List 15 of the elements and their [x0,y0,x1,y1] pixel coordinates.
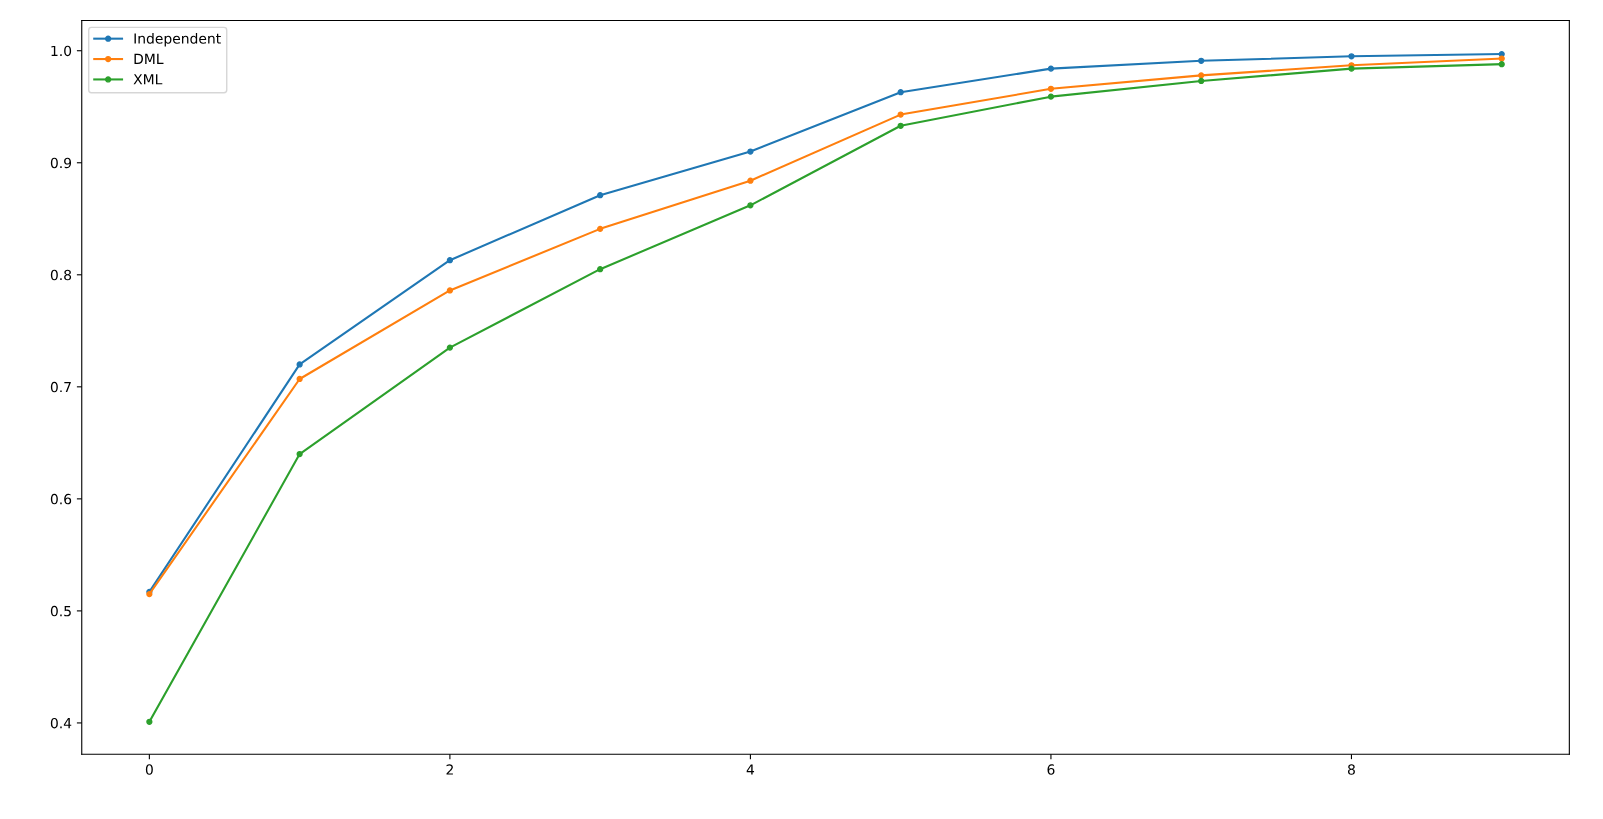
y-tick-label: 0.7 [50,381,71,393]
y-tick-label: 0.9 [50,157,72,169]
x-tick-label: 6 [1047,764,1055,775]
legend-label: XML [133,74,163,85]
y-tick-label: 0.5 [50,605,71,617]
y-tick-label: 0.4 [50,717,72,729]
legend-label: DML [134,53,164,64]
y-tick-label: 0.8 [50,269,72,281]
y-tick-label: 0.6 [50,493,72,505]
legend-label: Independent [134,32,221,47]
x-tick-label: 8 [1347,764,1355,775]
x-tick-label: 0 [145,764,153,775]
x-tick-label: 4 [746,764,755,775]
y-tick-label: 1.0 [51,45,72,57]
x-tick-label: 2 [446,764,453,775]
